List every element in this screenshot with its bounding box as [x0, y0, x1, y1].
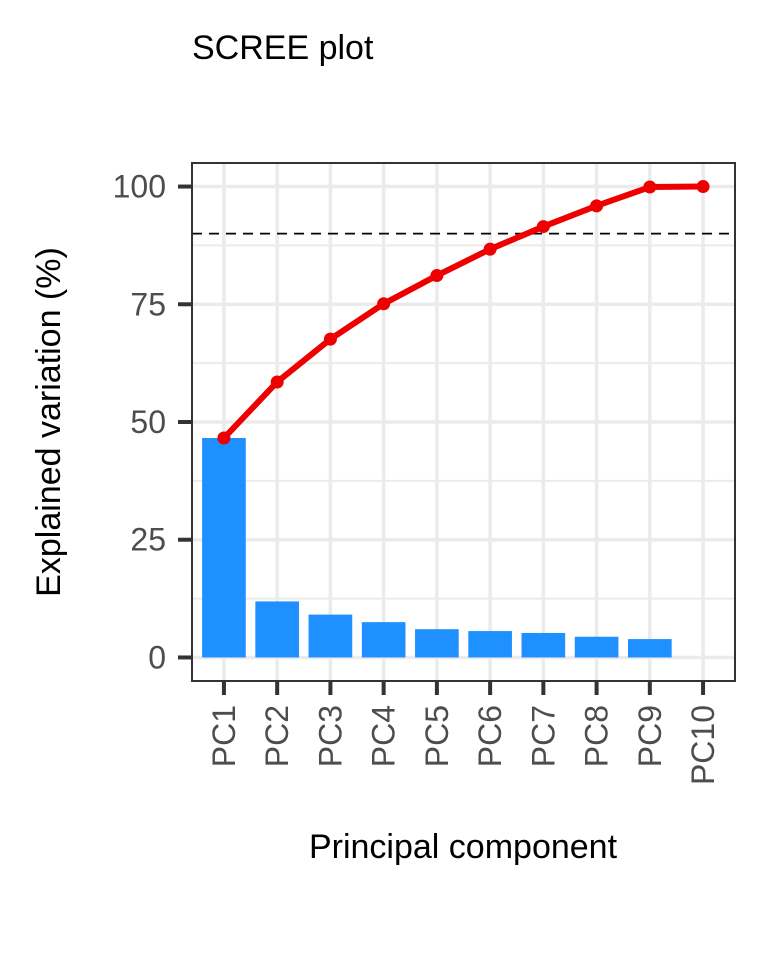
cumulative-point-pc5 — [430, 269, 444, 283]
y-tick-label: 25 — [130, 522, 166, 558]
bar-pc1 — [202, 438, 246, 658]
bar-pc7 — [521, 632, 566, 658]
cumulative-point-pc7 — [536, 220, 550, 234]
chart-title: SCREE plot — [192, 29, 374, 67]
cumulative-point-pc3 — [323, 332, 337, 346]
x-tick-label-pc3: PC3 — [312, 705, 348, 767]
cumulative-point-pc1 — [217, 431, 231, 445]
cumulative-point-pc4 — [377, 297, 391, 311]
bar-pc3 — [308, 614, 353, 658]
x-tick-label-pc2: PC2 — [259, 705, 295, 767]
y-tick-label: 100 — [113, 169, 166, 205]
bar-pc2 — [255, 601, 300, 658]
y-tick-label: 75 — [130, 286, 166, 322]
x-tick-label-pc6: PC6 — [472, 705, 508, 767]
x-axis-title: Principal component — [309, 828, 618, 866]
cumulative-line-series — [217, 180, 710, 445]
bar-pc8 — [574, 636, 619, 658]
cumulative-point-pc6 — [483, 242, 497, 256]
cumulative-point-pc2 — [270, 375, 284, 389]
bar-pc9 — [627, 639, 672, 658]
x-tick-label-pc7: PC7 — [525, 705, 561, 767]
bar-series — [202, 438, 672, 658]
x-axis: PC1 PC2 PC3 PC4 PC5 PC6 PC7 PC8 PC9 PC10 — [206, 681, 721, 785]
bar-pc6 — [468, 631, 512, 658]
x-tick-label-pc8: PC8 — [579, 705, 615, 767]
cumulative-point-pc8 — [590, 199, 604, 213]
cumulative-point-pc10 — [696, 180, 710, 194]
y-axis-title: Explained variation (%) — [30, 247, 68, 597]
x-tick-label-pc1: PC1 — [206, 705, 242, 767]
y-tick-label: 0 — [148, 639, 166, 675]
x-tick-label-pc5: PC5 — [419, 705, 455, 767]
cumulative-line — [220, 183, 707, 442]
x-tick-label-pc9: PC9 — [632, 705, 668, 767]
y-axis: 0 25 50 75 100 — [113, 169, 192, 675]
x-tick-label-pc10: PC10 — [685, 705, 721, 785]
bar-pc4 — [361, 622, 406, 658]
grid-lines — [192, 163, 735, 681]
y-tick-label: 50 — [130, 404, 166, 440]
cumulative-point-pc9 — [643, 180, 657, 194]
x-tick-label-pc4: PC4 — [366, 705, 402, 767]
bar-pc5 — [415, 629, 459, 658]
